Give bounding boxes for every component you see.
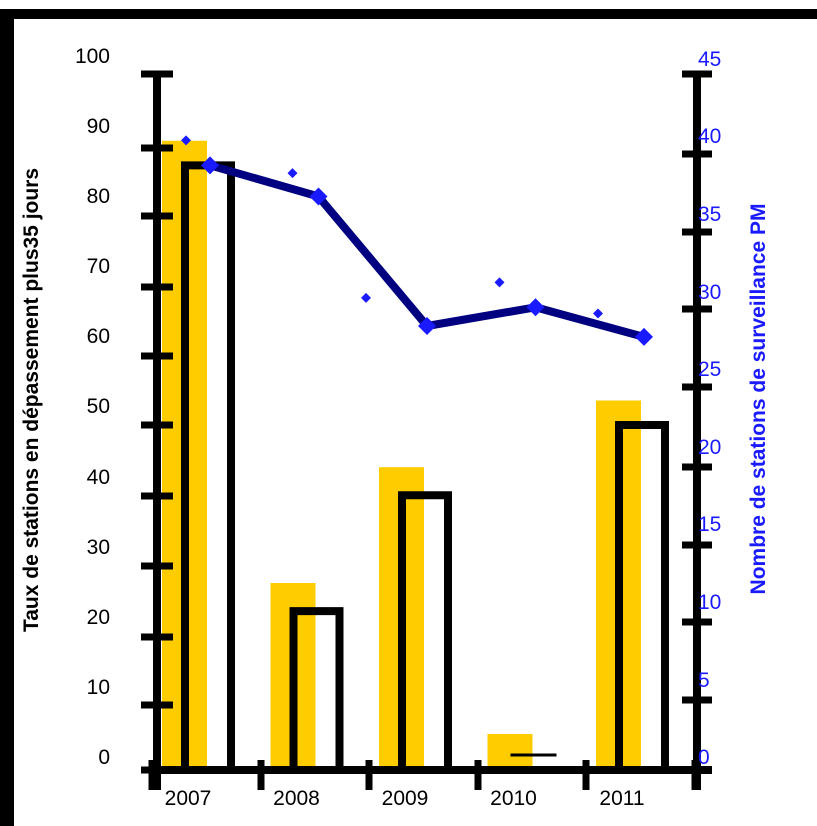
left-tick-label: 100 <box>75 45 110 68</box>
labels-layer: 0 10 20 30 40 50 60 70 80 90 100 0 5 10 15 20 25 30 35 40 45… <box>75 45 721 810</box>
scatter-point-2009 <box>361 292 371 303</box>
left-tick-label: 80 <box>87 185 110 208</box>
x-tick-label: 2009 <box>382 787 429 810</box>
line-point-2008 <box>309 187 328 206</box>
frame-top-border <box>0 9 817 19</box>
line-series-path <box>206 161 648 341</box>
scatter-point-2008 <box>287 168 298 179</box>
left-tick-label: 20 <box>87 606 110 629</box>
scatter-point-2011 <box>593 308 603 319</box>
left-axis-title: Taux de stations en dépassement plus35 j… <box>20 168 43 632</box>
line-point-2011 <box>635 327 653 346</box>
axes-layer <box>141 70 712 790</box>
x-tick-label: 2010 <box>490 787 537 810</box>
scatter-point-2007 <box>181 135 191 146</box>
right-tick-label: 0 <box>698 746 710 769</box>
line-point-2009 <box>418 317 436 335</box>
x-tick-label: 2008 <box>273 787 320 810</box>
right-axis-title: Nombre de stations de surveillance PM <box>747 204 770 595</box>
left-tick-label: 70 <box>87 255 110 278</box>
right-tick-label: 10 <box>698 591 721 614</box>
left-tick-label: 10 <box>87 676 110 699</box>
frame-left-border <box>0 9 14 826</box>
right-tick-label: 30 <box>698 281 721 304</box>
scatter-point-2010 <box>494 277 505 288</box>
left-tick-label: 90 <box>87 115 110 138</box>
right-tick-label: 20 <box>698 436 721 459</box>
line-point-2010 <box>526 298 545 317</box>
left-tick-label: 50 <box>87 395 110 418</box>
outline-bar-2008 <box>289 607 344 770</box>
outline-bar-2009 <box>398 491 452 770</box>
right-tick-label: 40 <box>698 125 721 148</box>
bars-layer <box>162 140 669 770</box>
x-tick-label: 2007 <box>165 787 212 810</box>
outline-bar-2011 <box>615 421 669 770</box>
right-tick-label: 5 <box>698 669 710 692</box>
line-layer <box>181 135 653 346</box>
right-tick-label: 15 <box>698 513 721 536</box>
right-tick-label: 45 <box>698 48 721 71</box>
chart-frame <box>0 9 817 826</box>
left-tick-label: 30 <box>87 536 110 559</box>
yellow-bar-2010 <box>487 733 533 770</box>
left-tick-label: 60 <box>87 325 110 348</box>
left-tick-label: 40 <box>87 466 110 489</box>
x-tick-label: 2011 <box>599 787 644 810</box>
right-tick-label: 35 <box>698 203 721 226</box>
left-tick-label: 0 <box>98 746 110 769</box>
right-tick-label: 25 <box>698 358 721 381</box>
line-point-2007 <box>201 156 219 175</box>
